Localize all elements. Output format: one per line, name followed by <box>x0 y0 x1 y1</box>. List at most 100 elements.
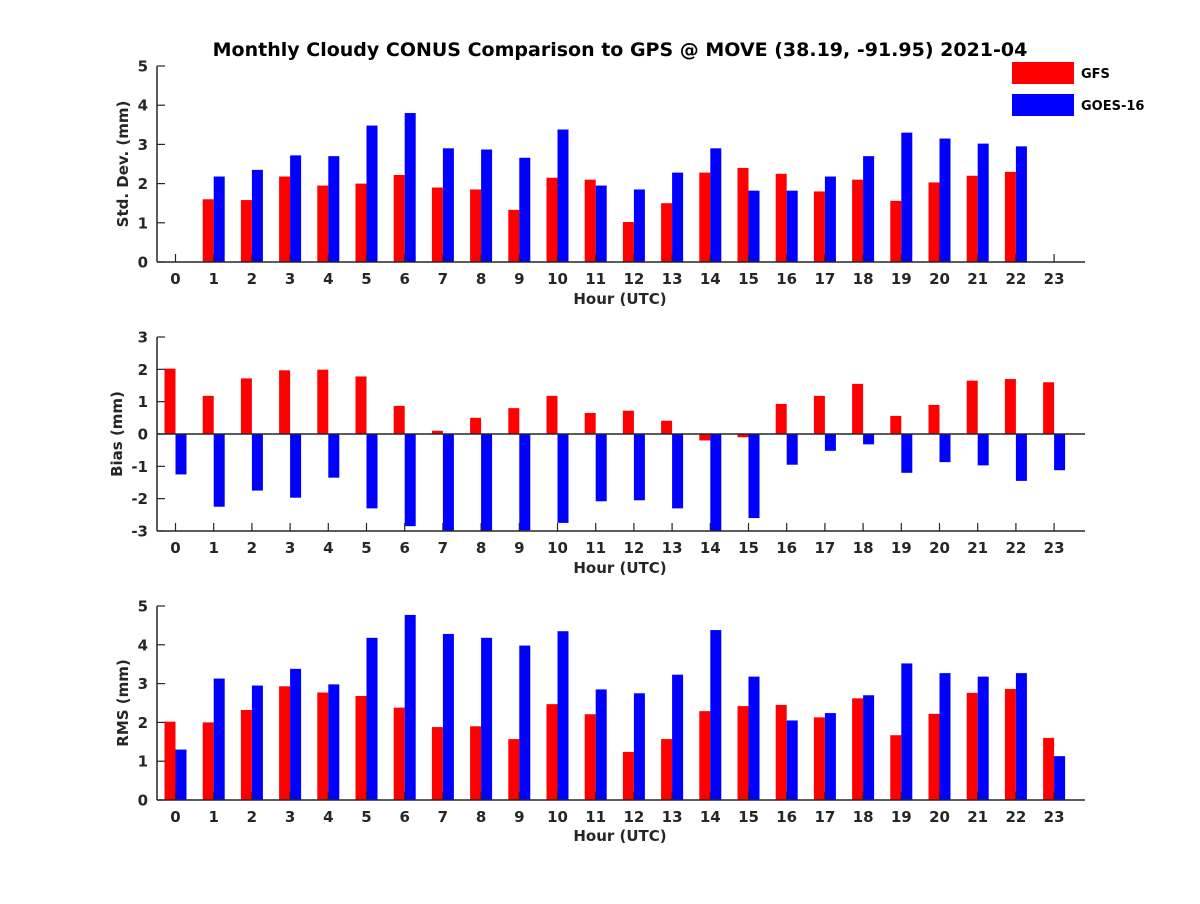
bias-bar-goes16-8 <box>481 434 493 531</box>
rms-ytick-label: 2 <box>138 714 148 732</box>
bias-bar-gfs-19 <box>890 415 902 434</box>
rms-bar-goes16-5 <box>366 637 378 800</box>
bias-bar-gfs-14 <box>699 434 711 441</box>
std-dev-bar-gfs-3 <box>279 176 291 262</box>
rms-bar-gfs-11 <box>584 714 596 800</box>
std-dev-xtick-label: 7 <box>438 270 448 288</box>
legend-label-gfs: GFS <box>1081 67 1110 82</box>
rms-bar-goes16-11 <box>595 689 607 800</box>
std-dev-bar-gfs-21 <box>966 175 978 262</box>
bias-xtick-label: 3 <box>285 539 295 557</box>
rms-bar-gfs-17 <box>813 717 825 800</box>
rms-xtick-label: 6 <box>399 808 409 826</box>
bias-bar-gfs-17 <box>813 395 825 434</box>
bias-bar-goes16-7 <box>442 434 454 531</box>
bias-ytick-label: -3 <box>131 523 148 541</box>
rms-bar-gfs-0 <box>164 721 176 800</box>
bias-bar-gfs-23 <box>1043 382 1055 434</box>
chart-title: Monthly Cloudy CONUS Comparison to GPS @… <box>213 39 1028 61</box>
std-dev-xlabel: Hour (UTC) <box>573 290 666 308</box>
bias-ytick-label: 0 <box>138 426 148 444</box>
std-dev-xtick-label: 11 <box>585 270 606 288</box>
bias-bar-gfs-10 <box>546 395 558 434</box>
std-dev-bar-goes16-15 <box>748 190 760 262</box>
bias-xtick-label: 12 <box>623 539 644 557</box>
std-dev-xtick-label: 22 <box>1005 270 1026 288</box>
rms-xtick-label: 8 <box>476 808 486 826</box>
bias-xtick-label: 1 <box>208 539 218 557</box>
rms-xtick-label: 1 <box>208 808 218 826</box>
rms-bar-goes16-14 <box>710 630 722 800</box>
std-dev-xtick-label: 10 <box>547 270 568 288</box>
rms-bar-gfs-6 <box>393 707 405 800</box>
rms-bar-gfs-3 <box>279 686 291 800</box>
std-dev-bar-gfs-8 <box>470 189 482 262</box>
std-dev-bar-gfs-14 <box>699 172 711 262</box>
bias-bar-goes16-15 <box>748 434 760 519</box>
bias-bar-gfs-18 <box>852 383 864 434</box>
std-dev-bar-goes16-4 <box>328 156 340 262</box>
std-dev-bar-goes16-19 <box>901 132 913 262</box>
bias-bar-gfs-11 <box>584 412 596 434</box>
rms-xtick-label: 2 <box>247 808 257 826</box>
bias-bar-goes16-14 <box>710 434 722 531</box>
bias-xtick-label: 10 <box>547 539 568 557</box>
bias-xtick-label: 22 <box>1005 539 1026 557</box>
std-dev-xtick-label: 5 <box>361 270 371 288</box>
std-dev-bar-gfs-17 <box>813 191 825 262</box>
std-dev-xtick-label: 2 <box>247 270 257 288</box>
rms-bar-goes16-17 <box>824 713 836 800</box>
std-dev-xtick-label: 4 <box>323 270 333 288</box>
rms-bar-gfs-15 <box>737 706 749 800</box>
std-dev-bar-goes16-20 <box>939 138 951 262</box>
rms-bar-goes16-0 <box>175 749 187 800</box>
bias-bar-goes16-11 <box>595 434 607 502</box>
std-dev-ylabel: Std. Dev. (mm) <box>114 101 132 228</box>
std-dev-xtick-label: 18 <box>853 270 874 288</box>
std-dev-bar-gfs-7 <box>431 187 443 262</box>
rms-bar-goes16-12 <box>633 693 645 800</box>
std-dev-bar-goes16-1 <box>213 176 225 262</box>
rms-bar-goes16-13 <box>672 674 684 800</box>
bias-bar-goes16-22 <box>1015 434 1027 481</box>
std-dev-bar-goes16-22 <box>1015 146 1027 262</box>
std-dev-xtick-label: 19 <box>891 270 912 288</box>
bias-xtick-label: 23 <box>1044 539 1065 557</box>
bias-xtick-label: 9 <box>514 539 524 557</box>
std-dev-bar-goes16-14 <box>710 148 722 262</box>
rms-bar-gfs-18 <box>852 698 864 800</box>
bias-xtick-label: 4 <box>323 539 333 557</box>
bias-xtick-label: 5 <box>361 539 371 557</box>
rms-bar-gfs-7 <box>431 727 443 800</box>
bias-xtick-label: 18 <box>853 539 874 557</box>
bias-bar-goes16-3 <box>290 434 302 498</box>
rms-xtick-label: 11 <box>585 808 606 826</box>
bias-ytick-label: -2 <box>131 490 148 508</box>
rms-bar-gfs-5 <box>355 696 367 800</box>
rms-xtick-label: 23 <box>1044 808 1065 826</box>
std-dev-xtick-label: 20 <box>929 270 950 288</box>
std-dev-ytick-label: 0 <box>138 254 148 272</box>
std-dev-xtick-label: 12 <box>623 270 644 288</box>
std-dev-bar-goes16-6 <box>404 113 416 262</box>
bias-ytick-label: 3 <box>138 329 148 347</box>
rms-xlabel: Hour (UTC) <box>573 827 666 845</box>
bias-bar-goes16-1 <box>213 434 225 507</box>
bias-xtick-label: 8 <box>476 539 486 557</box>
bias-bar-gfs-2 <box>240 378 252 434</box>
std-dev-bar-gfs-4 <box>317 185 329 262</box>
rms-bar-goes16-20 <box>939 673 951 800</box>
bias-xtick-label: 17 <box>814 539 835 557</box>
bias-bar-goes16-16 <box>786 434 798 465</box>
rms-bar-gfs-22 <box>1004 689 1016 800</box>
std-dev-bar-gfs-13 <box>661 203 673 262</box>
bias-xtick-label: 13 <box>662 539 683 557</box>
std-dev-xtick-label: 17 <box>814 270 835 288</box>
rms-xtick-label: 17 <box>814 808 835 826</box>
std-dev-xtick-label: 0 <box>170 270 180 288</box>
rms-xtick-label: 19 <box>891 808 912 826</box>
bias-bar-goes16-10 <box>557 434 569 523</box>
std-dev-xtick-label: 23 <box>1044 270 1065 288</box>
